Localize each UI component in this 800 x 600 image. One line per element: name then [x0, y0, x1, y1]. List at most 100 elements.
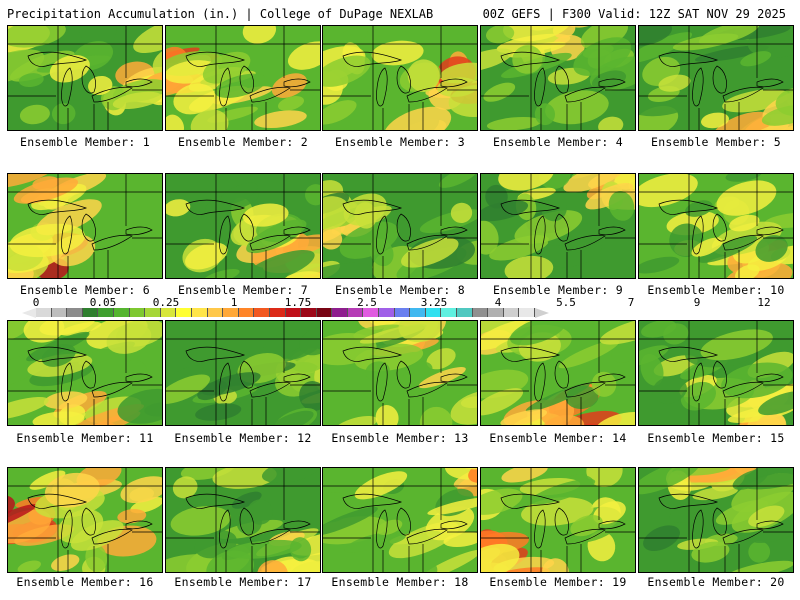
map-boundary — [712, 65, 727, 94]
precip-blob — [545, 90, 609, 125]
map-boundary — [534, 67, 546, 107]
scale-swatch — [457, 308, 473, 317]
precip-blob — [201, 372, 261, 396]
precip-blob — [639, 345, 669, 367]
map-boundary — [376, 509, 388, 549]
precip-blob — [732, 469, 768, 490]
precip-blob — [173, 83, 216, 115]
precip-blob — [608, 191, 635, 221]
map-boundary — [81, 213, 96, 242]
precip-blob — [639, 32, 693, 64]
map-boundary — [81, 65, 96, 94]
member-caption: Ensemble Member: 15 — [647, 431, 785, 445]
precip-blob — [755, 235, 788, 262]
precip-blob — [639, 256, 680, 274]
map-boundary — [61, 362, 73, 402]
scale-tick-label: 12 — [757, 296, 771, 309]
scale-swatch — [269, 308, 286, 317]
map-boundary — [239, 65, 254, 94]
map-boundary — [219, 67, 231, 107]
precip-blob — [481, 321, 533, 351]
scale-tick-label: 1.75 — [284, 296, 312, 309]
member-caption: Ensemble Member: 3 — [334, 135, 466, 149]
precip-blob — [8, 174, 55, 188]
precip-blob — [749, 512, 793, 544]
ensemble-map-9 — [480, 173, 636, 279]
precip-blob — [639, 26, 673, 47]
precip-blob — [8, 321, 31, 341]
precip-blob — [700, 329, 773, 361]
map-boundary — [564, 381, 606, 398]
map-boundary — [239, 213, 254, 242]
map-boundary — [564, 86, 606, 103]
precip-blob — [542, 558, 569, 572]
map-boundary — [756, 373, 784, 383]
scale-swatch — [285, 308, 302, 317]
precip-blob — [419, 549, 477, 572]
scale-tick-label: 0.05 — [89, 296, 117, 309]
map-boundary — [125, 226, 153, 236]
precip-blob — [389, 530, 442, 545]
precip-blob — [226, 539, 302, 559]
precip-blob — [500, 409, 548, 425]
scale-swatch — [254, 308, 270, 317]
scale-tick-label: 0.25 — [152, 296, 180, 309]
precip-blob — [79, 26, 117, 47]
map-boundary — [376, 362, 388, 402]
precip-blob — [32, 411, 85, 425]
precip-blob — [595, 411, 635, 425]
scale-swatch — [441, 308, 458, 317]
member-caption: Ensemble Member: 14 — [489, 431, 627, 445]
map-boundary — [396, 213, 411, 242]
map-boundary — [125, 373, 153, 383]
precip-field — [323, 174, 477, 278]
precip-blob — [669, 506, 695, 523]
precip-blob — [538, 174, 571, 189]
map-boundary — [692, 215, 704, 255]
map-boundary — [712, 360, 727, 389]
map-boundary — [712, 213, 727, 242]
precip-blob — [419, 406, 453, 425]
precip-blob — [710, 111, 772, 130]
precip-blob — [398, 321, 443, 343]
scale-swatch — [36, 308, 52, 317]
map-boundary — [756, 226, 784, 236]
precip-blob — [169, 365, 204, 385]
precip-blob — [243, 249, 315, 278]
precip-blob — [242, 203, 289, 227]
map-boundary — [61, 215, 73, 255]
precip-field — [166, 321, 320, 425]
precip-blob — [692, 486, 738, 501]
precip-blob — [481, 488, 523, 515]
scale-swatch — [379, 308, 395, 317]
precip-blob — [323, 262, 373, 278]
precip-blob — [9, 223, 86, 258]
precip-blob — [481, 567, 550, 572]
member-caption: Ensemble Member: 1 — [19, 135, 151, 149]
map-boundary — [283, 78, 311, 88]
map-boundary — [554, 65, 569, 94]
precip-blob — [563, 174, 627, 193]
precip-blob — [573, 37, 632, 76]
precip-blob — [558, 340, 620, 369]
precip-blob — [354, 202, 378, 229]
member-caption: Ensemble Member: 4 — [492, 135, 624, 149]
precip-blob — [190, 109, 229, 130]
ensemble-map-14 — [480, 320, 636, 426]
precip-blob — [117, 509, 147, 524]
precip-blob — [85, 543, 108, 572]
precip-blob — [755, 413, 786, 425]
precip-blob — [739, 122, 789, 130]
precip-blob — [658, 74, 691, 92]
precip-blob — [740, 51, 772, 67]
precip-blob — [450, 390, 477, 425]
scale-swatch — [394, 308, 411, 317]
map-boundary — [239, 507, 254, 536]
scale-swatch — [51, 308, 68, 317]
map-boundary — [396, 360, 411, 389]
member-caption: Ensemble Member: 20 — [647, 575, 785, 589]
member-caption: Ensemble Member: 6 — [19, 283, 151, 297]
map-boundary — [283, 520, 311, 530]
precip-blob — [354, 471, 408, 500]
map-boundary — [249, 528, 291, 545]
